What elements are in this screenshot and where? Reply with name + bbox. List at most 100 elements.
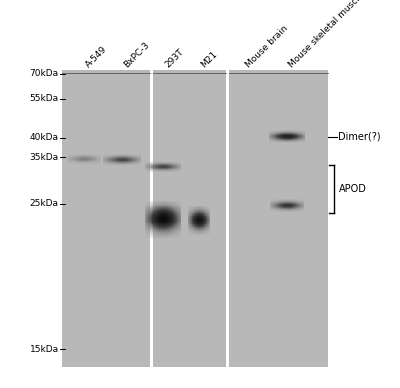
Bar — [160, 209, 161, 210]
Bar — [154, 208, 155, 209]
Bar — [162, 223, 163, 224]
Bar — [167, 211, 168, 212]
Bar — [155, 210, 156, 211]
Bar — [159, 203, 160, 204]
Bar — [179, 232, 180, 233]
Bar — [161, 225, 162, 226]
Bar — [150, 220, 151, 221]
Bar — [179, 225, 180, 226]
Bar — [164, 227, 165, 228]
Bar — [174, 233, 175, 234]
Bar — [147, 227, 148, 228]
Bar — [152, 217, 153, 218]
Bar — [176, 233, 177, 234]
Bar — [158, 218, 159, 219]
Bar — [147, 220, 148, 221]
Bar — [175, 201, 176, 202]
Bar — [159, 201, 160, 202]
Bar — [164, 216, 165, 217]
Bar — [153, 70, 226, 367]
Bar — [158, 221, 159, 222]
Bar — [163, 223, 164, 224]
Bar — [176, 223, 177, 224]
Bar — [172, 236, 173, 237]
Bar — [168, 227, 169, 228]
Bar — [162, 212, 163, 213]
Bar — [153, 218, 154, 219]
Bar — [145, 210, 146, 211]
Bar — [178, 222, 179, 223]
Bar — [179, 213, 180, 214]
Bar — [174, 208, 175, 209]
Bar — [171, 234, 172, 235]
Bar — [146, 230, 147, 231]
Bar — [153, 216, 154, 217]
Bar — [176, 228, 177, 229]
Bar — [162, 219, 163, 220]
Bar — [176, 219, 177, 220]
Bar — [150, 219, 151, 220]
Bar — [167, 216, 168, 217]
Bar — [174, 224, 175, 225]
Bar — [155, 234, 156, 235]
Bar — [155, 220, 156, 221]
Bar — [178, 227, 179, 228]
Bar — [146, 201, 147, 202]
Bar — [177, 215, 178, 216]
Bar — [174, 227, 175, 228]
Bar — [175, 234, 176, 235]
Bar — [157, 213, 158, 214]
Bar — [158, 232, 159, 233]
Bar — [179, 218, 180, 219]
Bar — [154, 204, 155, 206]
Bar — [157, 210, 158, 211]
Bar — [173, 228, 174, 229]
Bar — [180, 236, 181, 237]
Bar — [151, 227, 152, 228]
Bar — [153, 221, 154, 222]
Bar — [145, 235, 146, 236]
Bar — [177, 234, 178, 235]
Bar — [161, 222, 162, 223]
Bar — [172, 222, 173, 223]
Bar — [156, 226, 157, 227]
Bar — [172, 215, 173, 216]
Bar — [155, 226, 156, 227]
Bar — [161, 219, 162, 220]
Bar — [161, 201, 162, 202]
Bar — [176, 208, 177, 209]
Text: 15kDa: 15kDa — [30, 345, 59, 354]
Bar — [147, 236, 148, 237]
Bar — [160, 218, 161, 219]
Bar — [156, 212, 157, 213]
Bar — [173, 209, 174, 210]
Bar — [175, 232, 176, 233]
Bar — [159, 231, 160, 232]
Bar — [163, 211, 164, 212]
Bar — [167, 226, 168, 227]
Bar — [166, 214, 167, 215]
Bar — [171, 228, 172, 229]
Bar — [180, 217, 181, 218]
Bar — [160, 214, 161, 215]
Bar — [175, 235, 176, 236]
Bar — [145, 233, 146, 234]
Bar — [157, 212, 158, 213]
Bar — [162, 228, 163, 229]
Bar — [180, 231, 181, 232]
Bar — [171, 231, 172, 232]
Bar — [155, 204, 156, 206]
Bar — [154, 235, 155, 236]
Bar — [165, 235, 166, 236]
Bar — [156, 209, 157, 210]
Bar — [173, 204, 174, 206]
Bar — [158, 229, 159, 230]
Bar — [165, 206, 166, 208]
Bar — [156, 201, 157, 202]
Bar — [163, 226, 164, 227]
Bar — [178, 206, 179, 208]
Bar — [169, 233, 170, 234]
Bar — [161, 217, 162, 218]
Bar — [169, 212, 170, 213]
Bar — [178, 201, 179, 202]
